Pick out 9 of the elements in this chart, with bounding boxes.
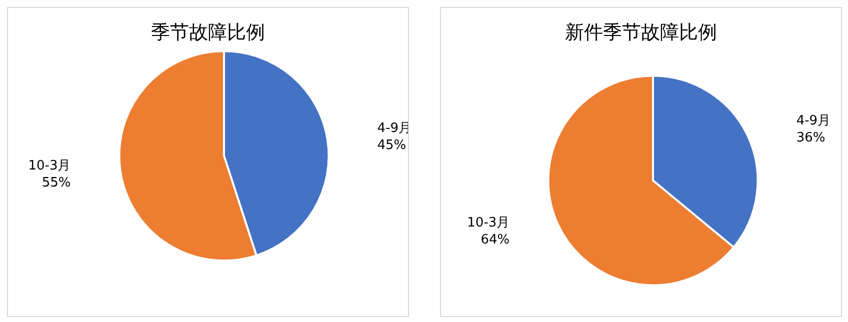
slice-label: 10-3月 xyxy=(467,215,510,230)
data-label: 36% xyxy=(796,130,826,146)
data-label: 45% xyxy=(377,138,406,154)
slice-label: 10-3月 xyxy=(28,158,71,174)
slice-label: 4-9月 xyxy=(796,114,831,129)
data-label: 64% xyxy=(480,232,510,248)
chart-title: 新件季节故障比例 xyxy=(565,22,717,44)
chart-title: 季节故障比例 xyxy=(151,22,265,44)
data-label: 55% xyxy=(42,176,71,191)
